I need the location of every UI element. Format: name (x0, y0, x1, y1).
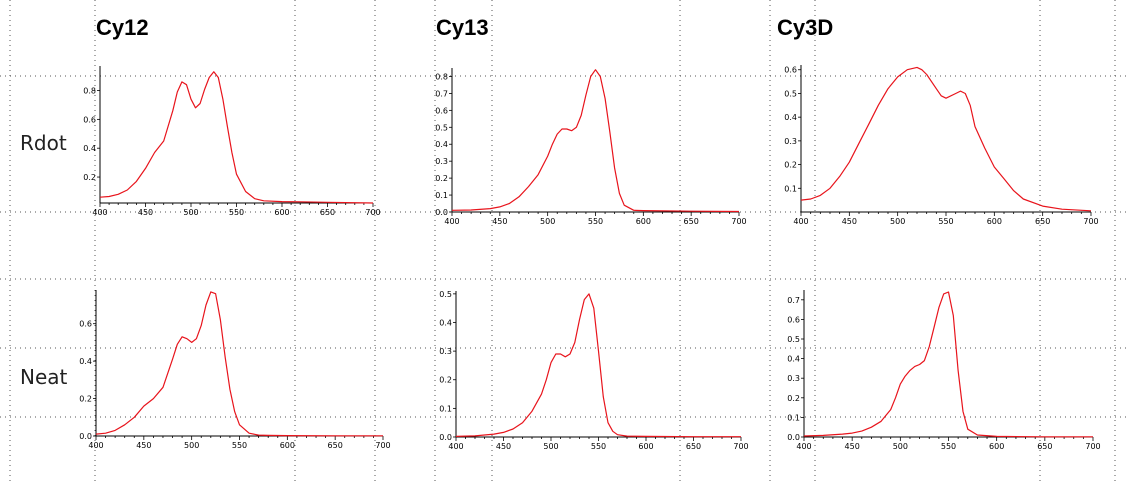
p1-y-tick-label: 0.3 (435, 157, 448, 166)
p0-x-tick-label: 450 (138, 208, 153, 217)
column-title-cy3d: Cy3D (777, 15, 834, 40)
p3-x-tick-label: 500 (184, 441, 199, 450)
p5-x-tick-label: 500 (893, 442, 908, 451)
p1-x-tick-label: 650 (684, 217, 699, 226)
p5-y-tick-label: 0.3 (787, 374, 800, 383)
p0-x-tick-label: 550 (229, 208, 244, 217)
p4-x-tick-label: 650 (686, 442, 701, 451)
p2-y-tick-label: 0.5 (784, 89, 797, 98)
p0-y-tick-label: 0.2 (83, 173, 96, 182)
p2-x-tick-label: 650 (1035, 217, 1050, 226)
p2-x-tick-label: 550 (938, 217, 953, 226)
p2-series-line-0 (800, 66, 1092, 212)
p5-y-tick-label: 0.7 (787, 296, 800, 305)
chart-cy12-rdot: 400 450 500 550 600 650 700 0.2 0.4 0.6 0.8 (83, 66, 381, 217)
chart-cy13-neat: 400 450 500 550 600 650 700 0.0 0.1 0.2 0.3 0.4 0.5 (439, 290, 748, 451)
p4-series-line-0 (455, 293, 741, 438)
chart-cy3d-neat: 400 450 500 550 600 650 700 0.0 0.1 0.2 0.3 0.4 0.5 0… (787, 290, 1101, 451)
p0-y-tick-label: 0.8 (83, 87, 96, 96)
chart-cy12-neat: 400 450 500 550 600 650 700 0.0 0.2 0.4 0.6 (79, 290, 391, 450)
p5-x-tick-label: 700 (1085, 442, 1100, 451)
p5-series-line-0 (803, 291, 1093, 438)
p5-x-tick-label: 550 (941, 442, 956, 451)
p3-x-tick-label: 600 (280, 441, 295, 450)
p3-x-tick-label: 700 (375, 441, 390, 450)
p3-y-tick-label: 0.0 (79, 432, 92, 441)
p4-x-tick-label: 500 (543, 442, 558, 451)
chart-cy13-rdot: 400 450 500 550 600 650 700 0.0 0.1 0.2 0.3 0.4 0.5 0… (435, 68, 747, 226)
p5-y-tick-label: 0.6 (787, 315, 800, 324)
p1-series-line-0 (451, 69, 740, 213)
p1-x-tick-label: 450 (492, 217, 507, 226)
p1-y-tick-label: 0.5 (435, 123, 448, 132)
p3-x-tick-label: 650 (328, 441, 343, 450)
p1-x-tick-label: 600 (636, 217, 651, 226)
p4-x-tick-label: 700 (733, 442, 748, 451)
column-title-cy12: Cy12 (96, 15, 149, 40)
p4-y-tick-label: 0.4 (439, 318, 452, 327)
column-title-cy13: Cy13 (436, 15, 489, 40)
p2-x-tick-label: 700 (1083, 217, 1098, 226)
p5-y-tick-label: 0.2 (787, 394, 800, 403)
p3-x-tick-label: 550 (232, 441, 247, 450)
p2-x-tick-label: 600 (987, 217, 1002, 226)
p5-x-tick-label: 400 (796, 442, 811, 451)
p1-y-tick-label: 0.8 (435, 72, 448, 81)
p0-y-tick-label: 0.4 (83, 144, 96, 153)
p2-y-tick-label: 0.2 (784, 161, 797, 170)
row-label-rdot: Rdot (20, 131, 67, 155)
p2-y-tick-label: 0.6 (784, 66, 797, 75)
p2-x-tick-label: 450 (842, 217, 857, 226)
p3-y-tick-label: 0.4 (79, 357, 92, 366)
p3-y-tick-label: 0.2 (79, 395, 92, 404)
p1-x-tick-label: 500 (540, 217, 555, 226)
p5-x-tick-label: 600 (989, 442, 1004, 451)
p4-x-tick-label: 400 (448, 442, 463, 451)
p4-x-tick-label: 550 (591, 442, 606, 451)
p4-y-tick-label: 0.3 (439, 347, 452, 356)
p1-y-tick-label: 0.2 (435, 174, 448, 183)
p1-y-tick-label: 0.7 (435, 89, 448, 98)
p3-series-line-0 (95, 291, 383, 437)
p4-y-tick-label: 0.2 (439, 376, 452, 385)
p2-y-tick-label: 0.1 (784, 184, 797, 193)
p1-x-tick-label: 400 (444, 217, 459, 226)
p2-y-tick-label: 0.4 (784, 113, 797, 122)
p0-x-tick-label: 500 (183, 208, 198, 217)
p1-y-tick-label: 0.6 (435, 106, 448, 115)
p0-x-tick-label: 400 (92, 208, 107, 217)
p2-x-tick-label: 500 (890, 217, 905, 226)
p5-y-tick-label: 0.1 (787, 413, 800, 422)
row-label-neat: Neat (20, 365, 68, 389)
p4-y-tick-label: 0.0 (439, 433, 452, 442)
p0-y-tick-label: 0.6 (83, 115, 96, 124)
p4-x-tick-label: 450 (496, 442, 511, 451)
p5-x-tick-label: 450 (845, 442, 860, 451)
p1-y-tick-label: 0.0 (435, 208, 448, 217)
p2-y-tick-label: 0.3 (784, 137, 797, 146)
p3-x-tick-label: 450 (136, 441, 151, 450)
p0-x-tick-label: 600 (274, 208, 289, 217)
p1-y-tick-label: 0.1 (435, 191, 448, 200)
p1-x-tick-label: 550 (588, 217, 603, 226)
p3-y-tick-label: 0.6 (79, 320, 92, 329)
p5-y-tick-label: 0.4 (787, 355, 800, 364)
p4-x-tick-label: 600 (638, 442, 653, 451)
p4-y-tick-label: 0.5 (439, 290, 452, 299)
p5-y-tick-label: 0.0 (787, 433, 800, 442)
chart-cy3d-rdot: 400 450 500 550 600 650 700 0.1 0.2 0.3 0.4 0.5 0.6 (784, 65, 1099, 226)
p5-y-tick-label: 0.5 (787, 335, 800, 344)
p0-x-tick-label: 700 (365, 208, 380, 217)
p0-x-tick-label: 650 (320, 208, 335, 217)
p1-y-tick-label: 0.4 (435, 140, 448, 149)
p0-series-line-0 (99, 71, 374, 204)
p1-x-tick-label: 700 (731, 217, 746, 226)
p3-x-tick-label: 400 (88, 441, 103, 450)
p4-y-tick-label: 0.1 (439, 404, 452, 413)
p2-x-tick-label: 400 (793, 217, 808, 226)
p5-x-tick-label: 650 (1037, 442, 1052, 451)
